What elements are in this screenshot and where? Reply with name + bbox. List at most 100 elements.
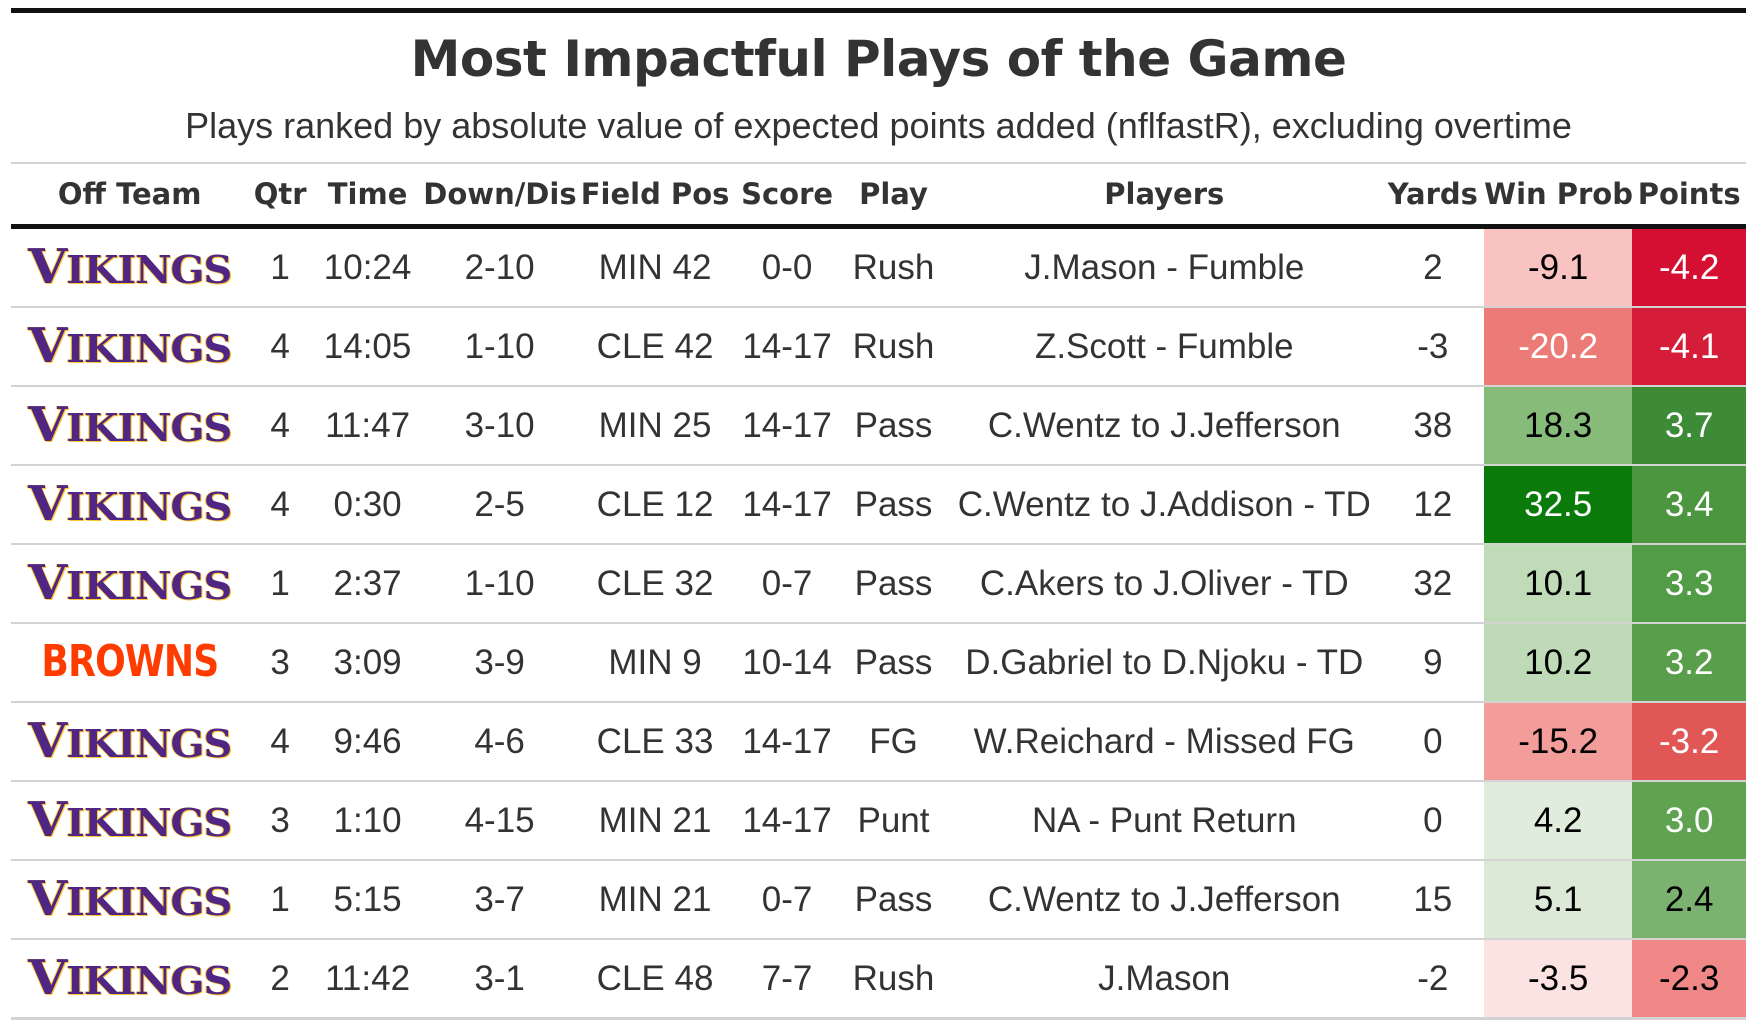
table-row: VIKINGS 1 10:24 2-10 MIN 42 0-0 Rush J.Mason - …: [11, 226, 1746, 308]
col-header-yards: Yards: [1381, 164, 1485, 229]
cell-off-team: VIKINGS: [11, 702, 249, 782]
vikings-logo: VIKINGS: [28, 476, 232, 532]
cell-down-dis: 1-10: [423, 307, 576, 387]
cell-qtr: 3: [248, 781, 312, 861]
cell-score: 0-7: [734, 544, 841, 624]
cell-score: 0-7: [734, 860, 841, 940]
vikings-logo: VIKINGS: [28, 792, 232, 848]
table-row: VIKINGS 1 5:15 3-7 MIN 21 0-7 Pass C.Wentz to J…: [11, 860, 1746, 940]
col-header-qtr: Qtr: [248, 164, 312, 229]
cell-points: 3.3: [1632, 544, 1746, 624]
cell-play: Pass: [840, 860, 947, 940]
vikings-logo: VIKINGS: [28, 950, 232, 1006]
table-row: VIKINGS 4 14:05 1-10 CLE 42 14-17 Rush Z.Scott …: [11, 307, 1746, 387]
cell-points: -3.2: [1632, 702, 1746, 782]
cell-field-pos: CLE 33: [575, 702, 735, 782]
table-row: VIKINGS 4 11:47 3-10 MIN 25 14-17 Pass C.Wentz …: [11, 386, 1746, 466]
col-header-off-team: Off Team: [11, 164, 249, 229]
cell-yards: 12: [1381, 465, 1485, 545]
cell-yards: 0: [1381, 781, 1485, 861]
cell-score: 14-17: [734, 781, 841, 861]
cell-play: Rush: [840, 307, 947, 387]
cell-down-dis: 4-6: [423, 702, 576, 782]
cell-win-prob: 5.1: [1484, 860, 1633, 940]
cell-down-dis: 1-10: [423, 544, 576, 624]
cell-players: NA - Punt Return: [946, 781, 1382, 861]
vikings-logo: VIKINGS: [28, 318, 232, 374]
cell-down-dis: 3-9: [423, 623, 576, 703]
cell-yards: 9: [1381, 623, 1485, 703]
cell-off-team: BROWNS: [11, 623, 249, 703]
cell-win-prob: 10.2: [1484, 623, 1633, 703]
col-header-field-pos: Field Pos: [575, 164, 735, 229]
cell-field-pos: CLE 32: [575, 544, 735, 624]
cell-win-prob: 4.2: [1484, 781, 1633, 861]
cell-field-pos: MIN 21: [575, 781, 735, 861]
cell-off-team: VIKINGS: [11, 860, 249, 940]
cell-win-prob: -3.5: [1484, 939, 1633, 1020]
table-row: VIKINGS 3 1:10 4-15 MIN 21 14-17 Punt NA - Punt…: [11, 781, 1746, 861]
cell-play: Punt: [840, 781, 947, 861]
vikings-logo: VIKINGS: [28, 713, 232, 769]
cell-time: 10:24: [311, 226, 424, 308]
header-separator: [11, 162, 1746, 164]
chart-title: Most Impactful Plays of the Game: [410, 30, 1347, 88]
cell-off-team: VIKINGS: [11, 544, 249, 624]
table-row: VIKINGS 2 11:42 3-1 CLE 48 7-7 Rush J.Mason -2 -3…: [11, 939, 1746, 1020]
cell-off-team: VIKINGS: [11, 939, 249, 1020]
table-row: VIKINGS 1 2:37 1-10 CLE 32 0-7 Pass C.Akers to …: [11, 544, 1746, 624]
cell-down-dis: 2-10: [423, 226, 576, 308]
cell-win-prob: -9.1: [1484, 226, 1633, 308]
cell-off-team: VIKINGS: [11, 781, 249, 861]
cell-qtr: 4: [248, 307, 312, 387]
cell-qtr: 1: [248, 226, 312, 308]
cell-down-dis: 3-1: [423, 939, 576, 1020]
table-row: VIKINGS 4 0:30 2-5 CLE 12 14-17 Pass C.Wentz to…: [11, 465, 1746, 545]
vikings-logo: VIKINGS: [28, 397, 232, 453]
table-row: VIKINGS 4 9:46 4-6 CLE 33 14-17 FG W.Reichard -…: [11, 702, 1746, 782]
table-body: VIKINGS 1 10:24 2-10 MIN 42 0-0 Rush J.Mason - …: [11, 226, 1746, 1020]
col-header-down-dis: Down/Dis: [423, 164, 577, 229]
cell-qtr: 4: [248, 386, 312, 466]
cell-time: 0:30: [311, 465, 424, 545]
cell-qtr: 4: [248, 465, 312, 545]
cell-yards: 38: [1381, 386, 1485, 466]
cell-play: Rush: [840, 939, 947, 1020]
cell-win-prob: 32.5: [1484, 465, 1633, 545]
col-header-win-prob: Win Prob: [1484, 164, 1633, 229]
cell-play: Pass: [840, 386, 947, 466]
vikings-logo: VIKINGS: [28, 871, 232, 927]
vikings-logo: VIKINGS: [28, 555, 232, 611]
plays-table: Off Team Qtr Time Down/Dis Field Pos Sco…: [11, 164, 1746, 1020]
cell-players: Z.Scott - Fumble: [946, 307, 1382, 387]
cell-score: 14-17: [734, 465, 841, 545]
cell-off-team: VIKINGS: [11, 465, 249, 545]
col-header-time: Time: [311, 164, 424, 229]
cell-play: Pass: [840, 465, 947, 545]
cell-field-pos: MIN 21: [575, 860, 735, 940]
cell-players: J.Mason: [946, 939, 1382, 1020]
cell-field-pos: MIN 25: [575, 386, 735, 466]
cell-players: J.Mason - Fumble: [946, 226, 1382, 308]
cell-points: 3.0: [1632, 781, 1746, 861]
cell-score: 14-17: [734, 307, 841, 387]
cell-yards: 32: [1381, 544, 1485, 624]
cell-play: Rush: [840, 226, 947, 308]
col-header-points: Points: [1632, 164, 1746, 229]
cell-players: D.Gabriel to D.Njoku - TD: [946, 623, 1382, 703]
cell-time: 2:37: [311, 544, 424, 624]
cell-time: 11:47: [311, 386, 424, 466]
table-container: Most Impactful Plays of the Game Plays r…: [11, 8, 1746, 1020]
cell-points: 2.4: [1632, 860, 1746, 940]
header-row: Off Team Qtr Time Down/Dis Field Pos Sco…: [11, 164, 1746, 229]
cell-field-pos: CLE 12: [575, 465, 735, 545]
cell-points: -4.2: [1632, 226, 1746, 308]
cell-win-prob: 10.1: [1484, 544, 1633, 624]
cell-time: 14:05: [311, 307, 424, 387]
cell-field-pos: MIN 42: [575, 226, 735, 308]
cell-off-team: VIKINGS: [11, 226, 249, 308]
cell-yards: 0: [1381, 702, 1485, 782]
cell-yards: -3: [1381, 307, 1485, 387]
cell-off-team: VIKINGS: [11, 386, 249, 466]
cell-players: C.Akers to J.Oliver - TD: [946, 544, 1382, 624]
